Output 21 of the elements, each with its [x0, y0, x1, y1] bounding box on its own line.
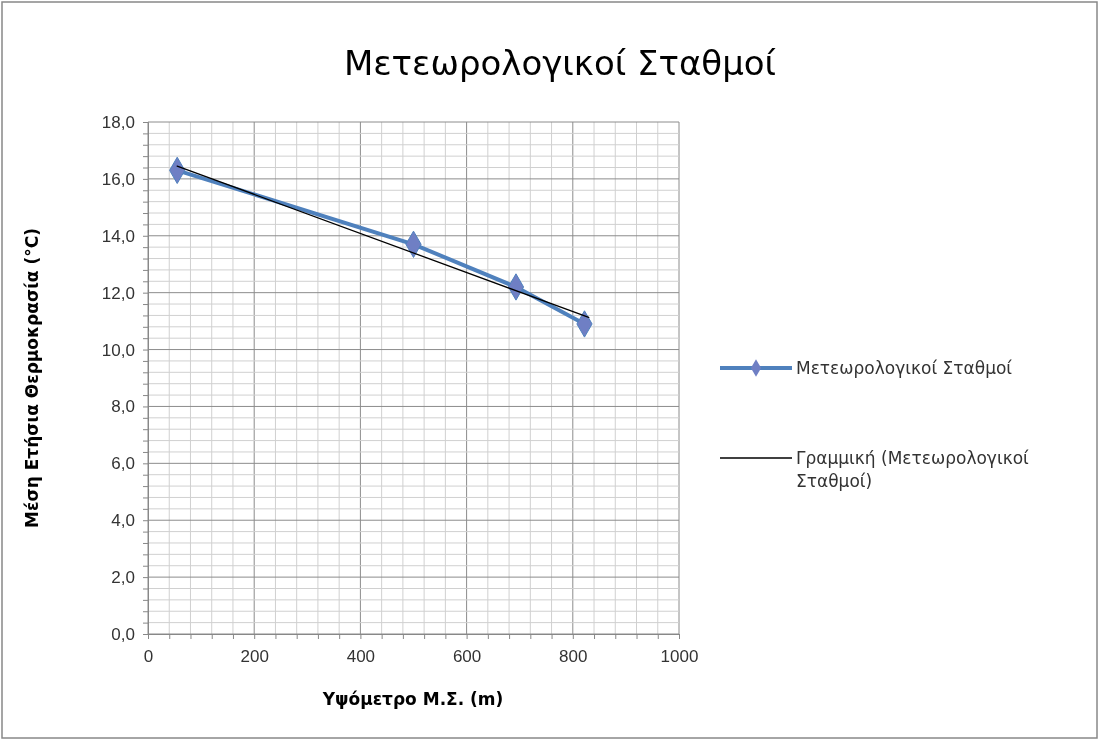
- y-tick-label: 10,0: [101, 340, 135, 360]
- x-tick-label: 600: [452, 647, 482, 667]
- legend-label: Γραμμική (Μετεωρολογικοί Σταθμοί): [796, 448, 1030, 491]
- legend-label: Μετεωρολογικοί Σταθμοί: [796, 358, 1013, 378]
- x-tick-label: 800: [559, 647, 588, 667]
- y-tick-label: 14,0: [101, 226, 135, 246]
- y-tick-label: 16,0: [101, 169, 135, 189]
- y-tick-label: 0,0: [111, 624, 135, 644]
- y-axis-title: Μέση Ετήσια Θερμοκρασία (°C): [22, 228, 42, 528]
- y-tick-label: 18,0: [101, 112, 135, 132]
- y-tick-label: 6,0: [111, 454, 135, 474]
- y-tick-label: 4,0: [111, 511, 135, 531]
- x-tick-label: 400: [346, 647, 376, 667]
- chart-title: Μετεωρολογικοί Σταθμοί: [343, 43, 777, 83]
- x-axis-title: Υψόμετρο Μ.Σ. (m): [321, 689, 504, 709]
- x-tick-label: 0: [143, 647, 154, 667]
- y-tick-label: 8,0: [111, 397, 135, 417]
- y-tick-label: 12,0: [101, 283, 135, 303]
- x-tick-label: 1000: [660, 647, 699, 667]
- y-tick-label: 2,0: [111, 568, 135, 588]
- x-tick-label: 200: [240, 647, 269, 667]
